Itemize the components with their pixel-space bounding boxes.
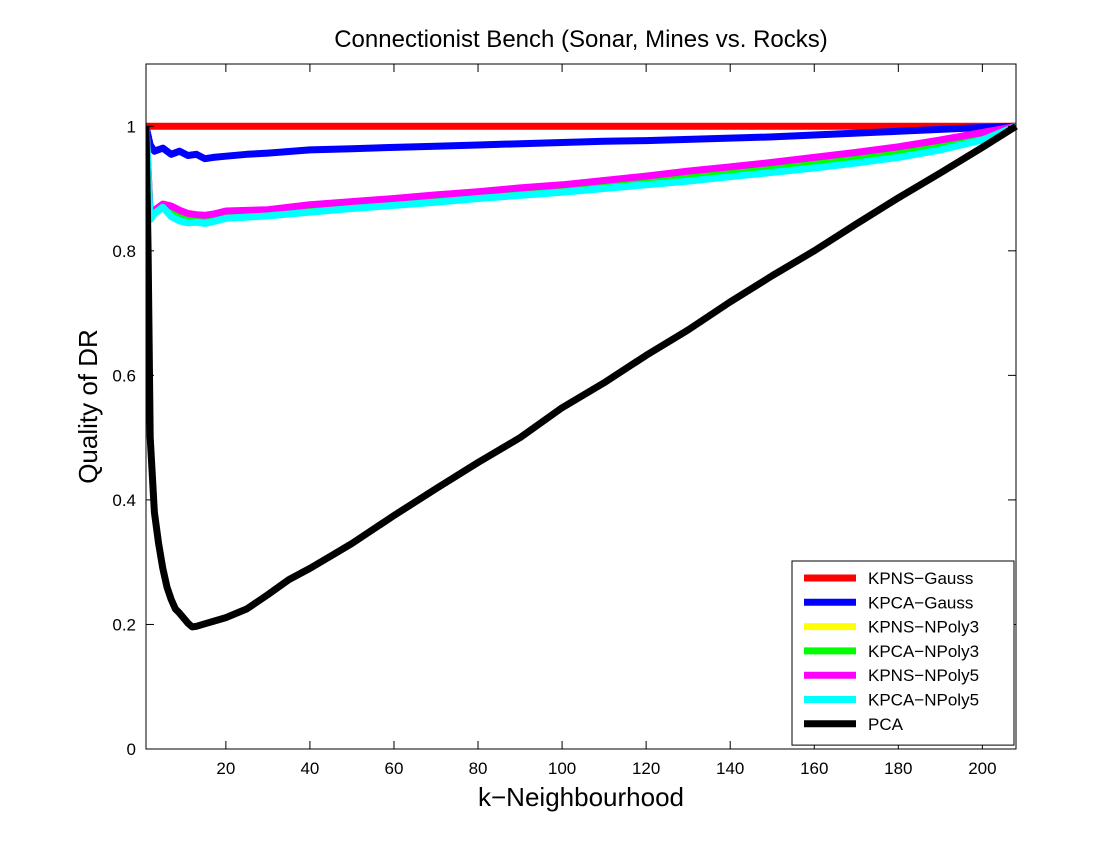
- x-tick-label: 100: [548, 759, 576, 778]
- series-line-kpca-gauss: [146, 122, 1017, 163]
- legend: KPNS−Gauss KPCA−Gauss KPNS−NPoly3 KPCA−NPol…: [791, 560, 1015, 746]
- x-tick-label: 200: [968, 759, 996, 778]
- legend-label-kpca-npoly5: KPCA−NPoly5: [868, 691, 979, 710]
- x-axis-title: k−Neighbourhood: [478, 782, 684, 812]
- series-line-kpca-npoly5: [146, 123, 1018, 227]
- series-line-pca: [146, 123, 1018, 631]
- y-tick-label: 0.4: [112, 491, 136, 510]
- legend-label-kpns-gauss: KPNS−Gauss: [868, 569, 973, 588]
- series-line-kpns-npoly5: [146, 122, 1017, 219]
- chart-title: Connectionist Bench (Sonar, Mines vs. Ro…: [334, 26, 828, 53]
- x-tick-label: 140: [716, 759, 744, 778]
- legend-label-kpns-npoly5: KPNS−NPoly5: [868, 666, 979, 685]
- y-tick-label: 0: [127, 740, 136, 759]
- tick-layer: 20 40 60 80 100 120 140 160 180 200 0 0.2 0.4 0.6 0.8 1: [112, 64, 1016, 778]
- legend-label-kpns-npoly3: KPNS−NPoly3: [868, 618, 979, 637]
- x-tick-label: 20: [216, 759, 235, 778]
- y-tick-label: 0.2: [112, 615, 136, 634]
- y-axis-title: Quality of DR: [73, 329, 103, 484]
- x-tick-label: 80: [469, 759, 488, 778]
- y-tick-label: 0.8: [112, 242, 136, 261]
- x-tick-label: 40: [300, 759, 319, 778]
- x-tick-label: 60: [385, 759, 404, 778]
- legend-label-kpca-npoly3: KPCA−NPoly3: [868, 642, 979, 661]
- y-tick-label: 1: [127, 117, 136, 136]
- series-layer: [146, 122, 1018, 631]
- y-tick-label: 0.6: [112, 366, 136, 385]
- x-tick-label: 160: [800, 759, 828, 778]
- plot-frame: [145, 63, 1017, 750]
- x-tick-label: 120: [632, 759, 660, 778]
- legend-label-pca: PCA: [868, 715, 904, 734]
- x-tick-label: 180: [884, 759, 912, 778]
- legend-label-kpca-gauss: KPCA−Gauss: [868, 593, 973, 612]
